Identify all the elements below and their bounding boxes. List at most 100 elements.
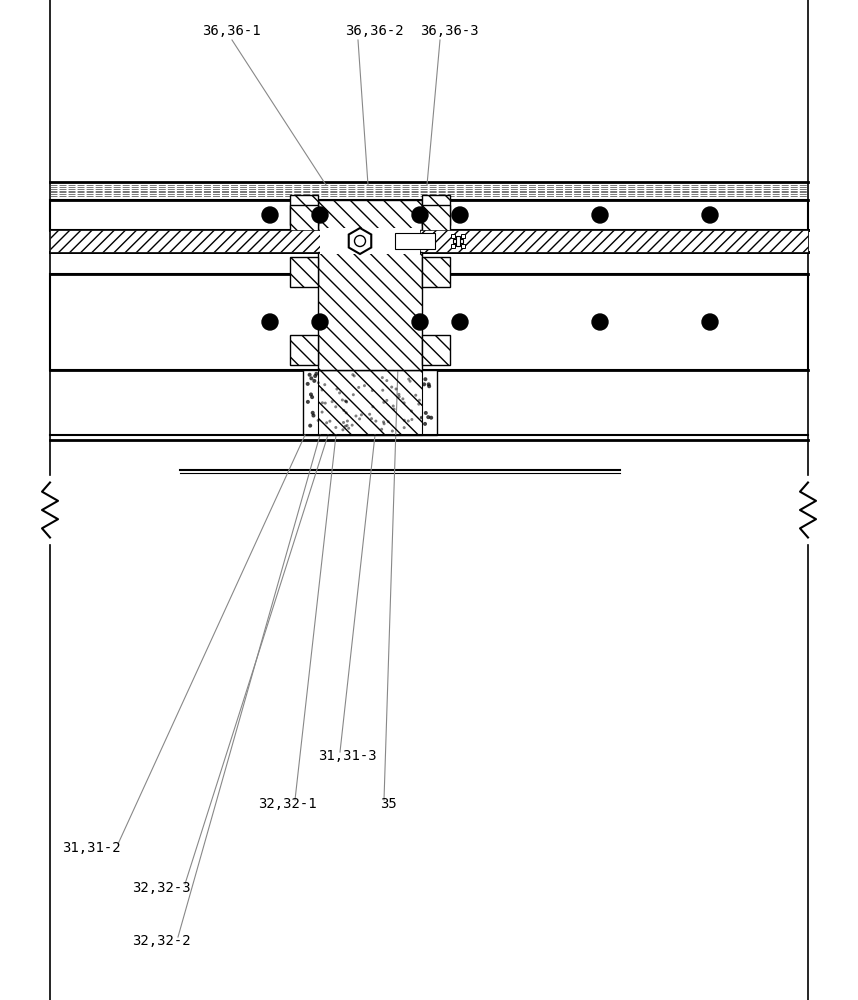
Circle shape [309, 392, 313, 396]
Circle shape [402, 419, 406, 422]
Circle shape [392, 405, 395, 408]
Circle shape [420, 416, 423, 419]
Text: 32,32-3: 32,32-3 [132, 881, 190, 895]
Circle shape [408, 378, 410, 381]
Circle shape [393, 408, 396, 411]
Circle shape [357, 386, 360, 389]
Circle shape [398, 395, 401, 398]
Bar [290, 195, 318, 225]
Circle shape [592, 314, 608, 330]
Circle shape [370, 417, 373, 420]
Circle shape [402, 397, 404, 400]
Circle shape [344, 425, 347, 428]
Circle shape [387, 420, 390, 423]
Circle shape [380, 428, 384, 431]
Text: 31,31-2: 31,31-2 [62, 841, 121, 855]
Circle shape [317, 419, 320, 422]
Bar [420, 230, 808, 252]
Circle shape [423, 422, 427, 426]
Circle shape [323, 402, 327, 405]
Text: 32,32-2: 32,32-2 [132, 934, 190, 948]
Circle shape [408, 380, 412, 383]
Circle shape [346, 419, 349, 422]
Circle shape [410, 409, 413, 412]
Circle shape [335, 405, 337, 408]
Circle shape [341, 398, 344, 401]
Circle shape [410, 418, 414, 421]
Bar [456, 236, 460, 246]
Circle shape [381, 376, 384, 379]
Circle shape [341, 428, 344, 431]
Circle shape [342, 409, 345, 412]
Bar [50, 274, 808, 370]
Circle shape [335, 426, 337, 429]
Bar [318, 200, 422, 230]
Circle shape [313, 374, 317, 378]
Circle shape [321, 388, 323, 391]
Circle shape [352, 393, 355, 396]
Text: 31,31-3: 31,31-3 [318, 749, 377, 763]
Bar [461, 234, 465, 238]
Bar [290, 205, 318, 235]
Circle shape [351, 373, 354, 376]
Circle shape [385, 379, 389, 382]
Bar [290, 257, 318, 287]
Circle shape [702, 207, 718, 223]
Circle shape [363, 384, 366, 387]
Circle shape [402, 401, 406, 404]
Circle shape [262, 207, 278, 223]
Circle shape [358, 417, 361, 420]
Circle shape [407, 419, 410, 422]
Circle shape [390, 386, 393, 389]
Circle shape [325, 421, 328, 424]
Polygon shape [348, 228, 372, 254]
Circle shape [382, 420, 385, 423]
Circle shape [429, 416, 433, 420]
Bar [50, 200, 808, 230]
Circle shape [385, 399, 389, 402]
Circle shape [312, 379, 317, 383]
Circle shape [317, 381, 320, 384]
Bar [451, 234, 455, 238]
Circle shape [345, 411, 347, 414]
Circle shape [311, 414, 316, 418]
Circle shape [342, 421, 345, 424]
Circle shape [354, 414, 358, 417]
Circle shape [344, 400, 347, 403]
Circle shape [314, 372, 318, 376]
Circle shape [592, 207, 608, 223]
Circle shape [397, 393, 401, 396]
Circle shape [346, 424, 348, 427]
Circle shape [347, 427, 350, 430]
Circle shape [353, 374, 356, 377]
Bar [422, 205, 450, 235]
Circle shape [374, 420, 378, 423]
Circle shape [418, 399, 421, 402]
Circle shape [345, 400, 347, 403]
Bar [422, 195, 450, 225]
Circle shape [262, 314, 278, 330]
Circle shape [412, 314, 428, 330]
Circle shape [311, 411, 315, 415]
Circle shape [383, 401, 385, 404]
Circle shape [391, 430, 394, 433]
Circle shape [321, 401, 323, 404]
Bar [320, 228, 420, 254]
Bar [453, 239, 463, 243]
Circle shape [452, 314, 468, 330]
Circle shape [345, 400, 348, 403]
Bar [303, 370, 437, 435]
Circle shape [422, 382, 426, 386]
Circle shape [383, 422, 385, 425]
Text: 36,36-1: 36,36-1 [202, 24, 261, 38]
Circle shape [702, 314, 718, 330]
Circle shape [310, 376, 313, 380]
Circle shape [360, 413, 363, 416]
Circle shape [395, 387, 397, 390]
Circle shape [381, 389, 384, 392]
Circle shape [426, 415, 430, 419]
Circle shape [351, 424, 353, 427]
Circle shape [330, 400, 334, 403]
Bar [318, 252, 422, 370]
Circle shape [305, 400, 310, 404]
